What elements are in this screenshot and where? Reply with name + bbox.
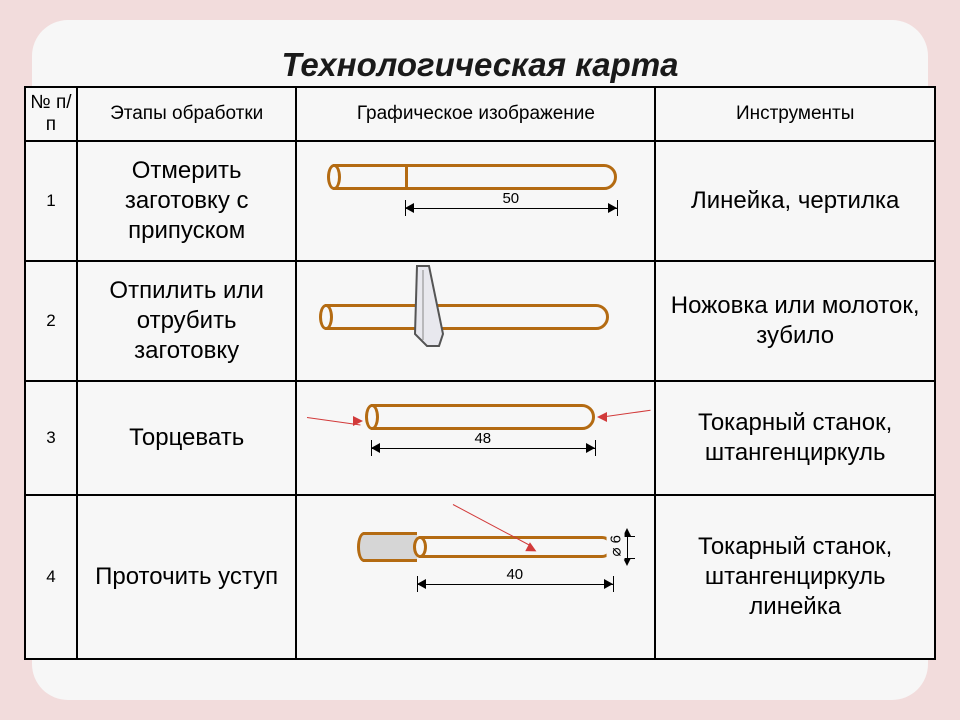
- row-number: 4: [25, 495, 77, 659]
- process-table: № п/п Этапы обработки Графическое изобра…: [24, 86, 936, 660]
- row-step: Торцевать: [77, 381, 297, 495]
- row-graphic: 50: [296, 141, 655, 261]
- header-step: Этапы обработки: [77, 87, 297, 141]
- row-tool: Ножовка или молоток, зубило: [655, 261, 935, 381]
- row-tool: Линейка, чертилка: [655, 141, 935, 261]
- row-tool: Токарный станок, штангенциркуль линейка: [655, 495, 935, 659]
- row-number: 1: [25, 141, 77, 261]
- row-tool: Токарный станок, штангенциркуль: [655, 381, 935, 495]
- header-tool: Инструменты: [655, 87, 935, 141]
- row-number: 2: [25, 261, 77, 381]
- table-row: 3 Торцевать 48 Токарный станок, штангенц…: [25, 381, 935, 495]
- dimension-label: 50: [499, 190, 522, 207]
- row-number: 3: [25, 381, 77, 495]
- dimension-label: 48: [471, 430, 494, 447]
- row-step: Отмерить заготовку с припуском: [77, 141, 297, 261]
- header-num: № п/п: [25, 87, 77, 141]
- row-graphic: [296, 261, 655, 381]
- table-row: 4 Проточить уступ 40 ⌀ 6 Токарный станок,…: [25, 495, 935, 659]
- row-graphic: 40 ⌀ 6: [296, 495, 655, 659]
- header-row: № п/п Этапы обработки Графическое изобра…: [25, 87, 935, 141]
- row-step: Отпилить или отрубить заготовку: [77, 261, 297, 381]
- diameter-label: ⌀ 6: [607, 532, 625, 560]
- saw-blade-icon: [409, 264, 453, 350]
- header-graph: Графическое изображение: [296, 87, 655, 141]
- page-title: Технологическая карта: [32, 46, 928, 84]
- table-row: 2 Отпилить или отрубить заготовку Ножовк…: [25, 261, 935, 381]
- table-row: 1 Отмерить заготовку с припуском 50 Лине…: [25, 141, 935, 261]
- row-step: Проточить уступ: [77, 495, 297, 659]
- dimension-label: 40: [503, 566, 526, 583]
- row-graphic: 48: [296, 381, 655, 495]
